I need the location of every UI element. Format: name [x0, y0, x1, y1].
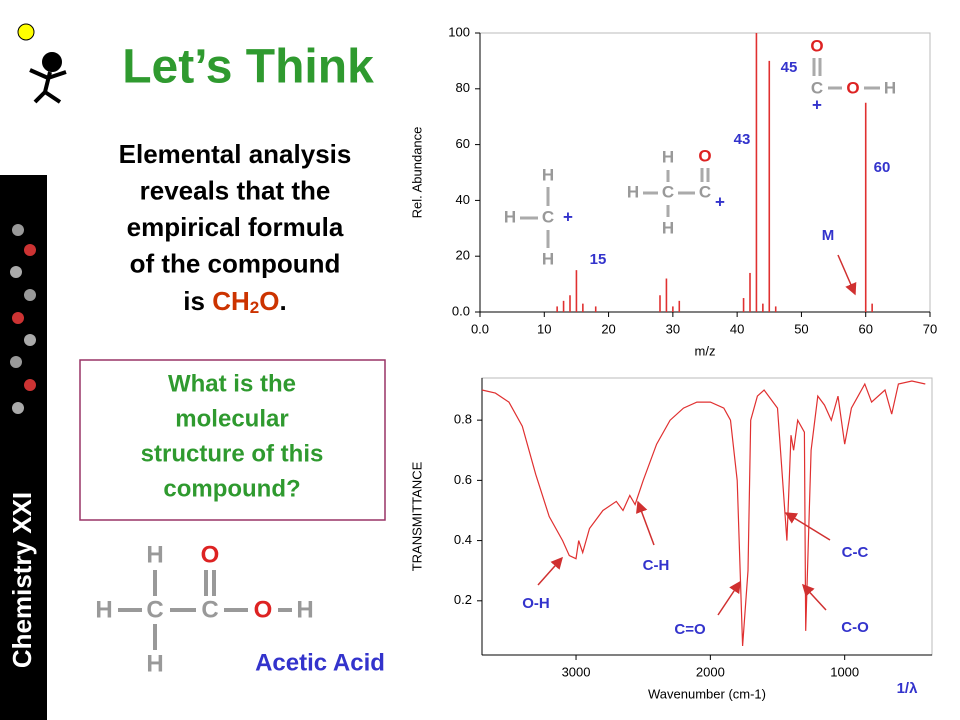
y-tick-label: 0.2: [454, 592, 472, 607]
fragment-atom: C: [542, 207, 554, 226]
y-tick-label: 100: [448, 24, 470, 39]
fragment-atom: C: [699, 182, 711, 201]
text: is: [183, 286, 212, 316]
x-tick-label: 2000: [696, 664, 725, 679]
title: Let’s Think: [122, 41, 374, 94]
y-tick-label: 0.0: [452, 303, 470, 318]
charts: 0.0 20 40 60 80 100 0.0 10 20 30 40 50 60 70 m/z Rel. A…: [409, 24, 937, 701]
x-tick-label: 20: [601, 321, 615, 336]
intro-line: of the compound: [130, 248, 341, 278]
intro-last-line: is CH2O.: [183, 286, 286, 318]
ir-annotation: O-H: [522, 595, 550, 612]
atom: C: [146, 596, 163, 623]
period: .: [279, 286, 286, 316]
x-tick-label: 30: [666, 321, 680, 336]
sidebar-label: Chemistry XXI: [7, 492, 37, 668]
arrows: [537, 254, 857, 616]
ms-annotation: 45: [781, 59, 798, 76]
fragment-charge: +: [715, 192, 725, 211]
y-tick-label: 20: [456, 248, 470, 263]
x-tick-label: 70: [923, 321, 937, 336]
x-tick-label: 0.0: [471, 321, 489, 336]
fragment-bonds: [520, 58, 880, 248]
fragment-atom: H: [504, 207, 516, 226]
sidebar: [0, 175, 47, 720]
x-tick-label: 50: [794, 321, 808, 336]
question-line: structure of this: [141, 440, 324, 467]
atom: O: [201, 541, 220, 568]
ms-annotation: 60: [874, 159, 891, 176]
formula-subscript: 2: [250, 298, 259, 317]
x-axis-label: Wavenumber (cm-1): [648, 686, 766, 701]
y-axis-label: Rel. Abundance: [409, 127, 424, 219]
fragment-charge: +: [563, 207, 573, 226]
question-line: compound?: [163, 475, 300, 502]
x-tick-label: 40: [730, 321, 744, 336]
fragment-atom: H: [662, 218, 674, 237]
x-tick-label: 60: [858, 321, 872, 336]
atom: H: [95, 596, 112, 623]
y-tick-label: 60: [456, 136, 470, 151]
atom: C: [201, 596, 218, 623]
x-axis-label: m/z: [695, 343, 716, 358]
x-tick-label: 1000: [830, 664, 859, 679]
annotations: 15 43 45 60 M O-H C-H C=O C-C C-O 1/λ: [522, 59, 918, 697]
y-tick-label: 80: [456, 80, 470, 95]
y-tick-label: 0.4: [454, 532, 472, 547]
fragment-atom: H: [542, 165, 554, 184]
fragments: HH CH+H OH C CH+OC O H+: [504, 36, 896, 268]
ms-annotation: 15: [590, 251, 607, 268]
fragment-atom: O: [698, 146, 711, 165]
formula-part: O: [259, 286, 279, 316]
spectrum-line: [481, 380, 926, 647]
atom: H: [146, 541, 163, 568]
x-tick-label: 3000: [562, 664, 591, 679]
fragment-atom: H: [884, 78, 896, 97]
ir-annotation: C-H: [643, 557, 670, 574]
atom: H: [146, 650, 163, 677]
y-tick-label: 40: [456, 192, 470, 207]
atom: O: [254, 596, 273, 623]
ir-annotation: 1/λ: [897, 680, 919, 697]
y-tick-label: 0.8: [454, 412, 472, 427]
ms-annotation: 43: [734, 131, 751, 148]
bonds: [118, 570, 292, 650]
atom: H: [296, 596, 313, 623]
cartoon: [17, 23, 67, 104]
ir-annotation: C-O: [841, 619, 869, 636]
fragment-atom: H: [627, 182, 639, 201]
formula-part: CH: [212, 286, 250, 316]
ir-annotation: C=O: [674, 621, 706, 638]
fragment-atom: C: [811, 78, 823, 97]
question-box: [79, 359, 386, 521]
compound-name: Acetic Acid: [255, 649, 385, 676]
fragment-atom: H: [662, 147, 674, 166]
y-axis-label: TRANSMITTANCE: [409, 461, 424, 571]
x-tick-label: 10: [537, 321, 551, 336]
question-line: What is the: [168, 370, 296, 397]
ms-annotation: M: [822, 227, 835, 244]
fragment-atom: H: [542, 249, 554, 268]
y-tick-label: 0.6: [454, 472, 472, 487]
structure: HH C COO HH: [95, 541, 313, 677]
intro-line: Elemental analysis: [119, 139, 352, 169]
fragment-atom: C: [662, 182, 674, 201]
question: What is the molecular structure of this com…: [141, 370, 324, 502]
molecule-decoration: [10, 224, 36, 414]
fragment-atom: O: [810, 36, 823, 55]
intro: Elemental analysis reveals that the empiri…: [119, 139, 352, 279]
intro-line: reveals that the: [140, 175, 331, 205]
ir-annotation: C-C: [842, 544, 869, 561]
fragment-atom: O: [846, 78, 859, 97]
fragment-charge: +: [812, 95, 822, 114]
question-line: molecular: [175, 405, 288, 432]
intro-line: empirical formula: [127, 212, 344, 242]
